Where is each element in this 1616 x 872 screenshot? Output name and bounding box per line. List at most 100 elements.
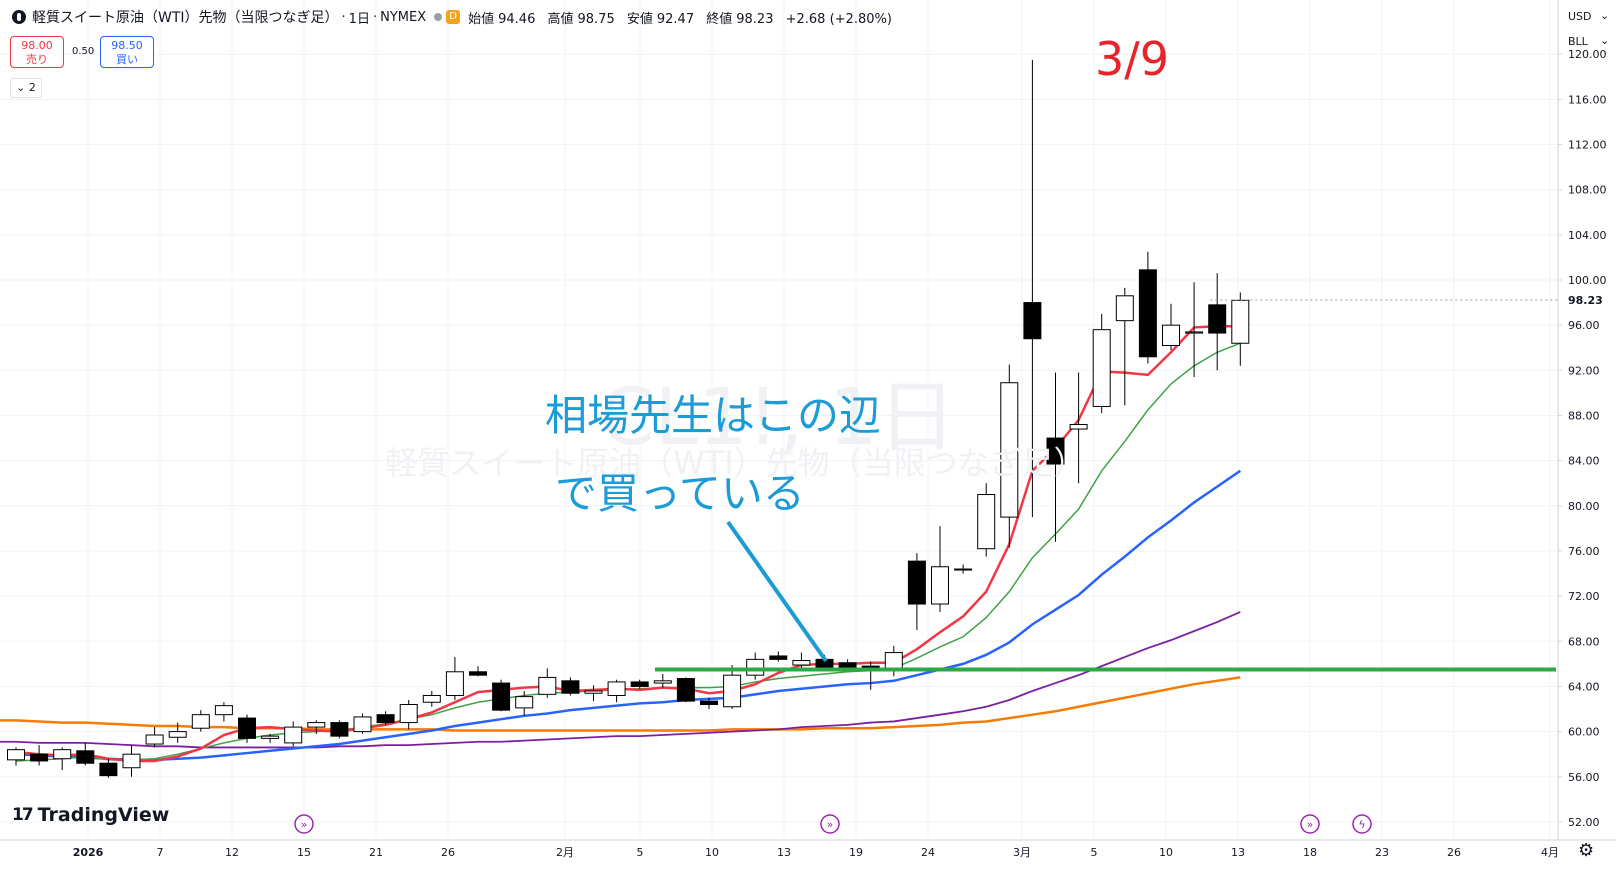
close-value: 98.23 — [736, 11, 774, 27]
candle-body — [1185, 331, 1204, 334]
watermark-symbol: CL1!, 1日 — [600, 373, 957, 463]
candle-body — [931, 566, 949, 605]
event-marker-icon — [1300, 814, 1320, 834]
currency-select[interactable]: USD — [1568, 10, 1592, 23]
candle-body — [469, 671, 487, 676]
annotation-pointer-line — [726, 520, 828, 663]
x-tick-label: 2026 — [73, 846, 104, 859]
indicators-toggle[interactable]: ⌄ 2 — [10, 78, 42, 98]
exchange-label: NYMEX — [380, 9, 427, 25]
high-value: 98.75 — [577, 11, 615, 27]
candle-body — [1162, 324, 1180, 346]
candle-body — [584, 690, 603, 694]
candle-body — [1069, 424, 1088, 430]
x-tick-label: 12 — [225, 846, 239, 859]
candle-body — [214, 705, 233, 716]
candle-body — [1046, 437, 1065, 465]
chart-header: 軽質スイート原油（WTI）先物（当限つなぎ足） · 1日 · NYMEX D 始… — [0, 6, 896, 28]
candle-body — [538, 676, 557, 695]
candle-body — [145, 734, 164, 745]
status-pill[interactable]: D — [434, 10, 461, 24]
candle-body — [422, 694, 441, 703]
y-tick-label: 116.00 — [1568, 93, 1607, 106]
ma-line-red — [15, 325, 1241, 763]
y-tick-label: 112.00 — [1568, 139, 1607, 152]
chevron-down-icon[interactable]: ⌄ — [1600, 9, 1610, 22]
y-tick-label: 60.00 — [1568, 726, 1600, 739]
y-tick-label: 76.00 — [1568, 545, 1600, 558]
lightning-icon: ϟ — [1358, 818, 1365, 831]
y-tick-label: 68.00 — [1568, 635, 1600, 648]
ohlc-values: 始値 94.46 高値 98.75 安値 92.47 終値 98.23 +2.68 (+… — [468, 11, 892, 27]
y-tick-label: 96.00 — [1568, 319, 1600, 332]
candle-body — [191, 714, 210, 729]
candle-body — [607, 681, 626, 696]
candle-body — [53, 749, 72, 760]
x-tick-label: 24 — [921, 846, 935, 859]
y-tick-label: 52.00 — [1568, 816, 1600, 829]
candle-body — [676, 678, 695, 702]
x-tick-label: 21 — [369, 846, 383, 859]
ma-line-blue — [15, 469, 1242, 762]
candle-body — [353, 716, 372, 733]
candle-body — [330, 722, 349, 737]
annotations-overlay: » » » ϟ — [294, 299, 1558, 834]
candle-body — [1138, 269, 1157, 358]
chevron-down-icon[interactable]: ⌄ — [1600, 34, 1610, 47]
time-axis: 2026 7 12 15 21 26 2月 5 10 13 19 24 3月 5 10 13 18 23 26 4月 — [73, 846, 1559, 859]
chevron-down-icon: ⌄ — [16, 81, 26, 94]
x-tick-label: 3月 — [1013, 846, 1031, 859]
unit-select[interactable]: BLL — [1568, 35, 1588, 48]
tradingview-logo[interactable]: 17 TradingView — [12, 804, 170, 826]
x-tick-label: 18 — [1303, 846, 1317, 859]
candle-body — [561, 680, 580, 694]
symbol-name[interactable]: 軽質スイート原油（WTI）先物（当限つなぎ足） — [32, 10, 339, 26]
candlesticks — [7, 59, 1250, 778]
candle-body — [723, 674, 742, 708]
annotation-date: 3/9 — [1095, 32, 1170, 86]
y-tick-label: 64.00 — [1568, 680, 1600, 693]
candle-body — [1231, 299, 1250, 344]
settings-gear-icon[interactable]: ⚙ — [1578, 840, 1595, 861]
candle-body — [954, 568, 973, 571]
candle-body — [7, 749, 25, 761]
watermark-description: 軽質スイート原油（WTI）先物（当限つなぎ足） — [385, 444, 1086, 482]
x-tick-label: 23 — [1375, 846, 1389, 859]
event-marker-icon — [294, 814, 314, 834]
x-tick-label: 26 — [1447, 846, 1461, 859]
candle-body — [238, 717, 256, 739]
data-badge: D — [446, 10, 461, 24]
y-tick-label: 56.00 — [1568, 771, 1600, 784]
candle-body — [445, 671, 464, 696]
candle-body — [99, 762, 118, 777]
x-tick-label: 2月 — [556, 846, 574, 859]
x-tick-label: 7 — [157, 846, 164, 859]
spread-value: 0.50 — [72, 46, 95, 57]
market-status-dot-icon — [434, 13, 443, 21]
interval-label[interactable]: 1日 — [348, 11, 370, 27]
x-tick-label: 13 — [1231, 846, 1245, 859]
y-tick-label: 80.00 — [1568, 500, 1600, 513]
candle-body — [907, 560, 926, 605]
candle-body — [769, 655, 788, 660]
event-arrow-icon: » — [1307, 818, 1314, 831]
buy-button[interactable]: 98.50 買い — [100, 36, 154, 68]
y-tick-label: 104.00 — [1568, 229, 1607, 242]
y-tick-label: 72.00 — [1568, 590, 1600, 603]
x-tick-label: 4月 — [1541, 846, 1559, 859]
candle-body — [284, 726, 303, 744]
chart-grid — [0, 0, 1616, 841]
candle-body — [700, 700, 718, 706]
y-tick-label: 108.00 — [1568, 184, 1607, 197]
x-tick-label: 13 — [777, 846, 791, 859]
candle-body — [746, 658, 765, 676]
event-arrow-icon: » — [301, 818, 308, 831]
candle-body — [653, 680, 672, 684]
candle-body — [977, 494, 996, 550]
event-arrow-icon: » — [827, 818, 834, 831]
x-tick-label: 26 — [441, 846, 455, 859]
candle-body — [168, 731, 187, 738]
annotation-text-line1: 相場先生はこの辺 — [545, 391, 882, 440]
sell-button[interactable]: 98.00 売り — [10, 36, 64, 68]
